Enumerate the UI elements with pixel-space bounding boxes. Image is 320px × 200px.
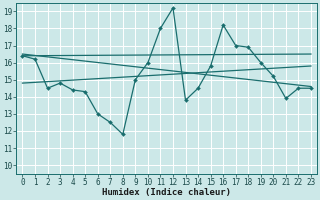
X-axis label: Humidex (Indice chaleur): Humidex (Indice chaleur)	[102, 188, 231, 197]
